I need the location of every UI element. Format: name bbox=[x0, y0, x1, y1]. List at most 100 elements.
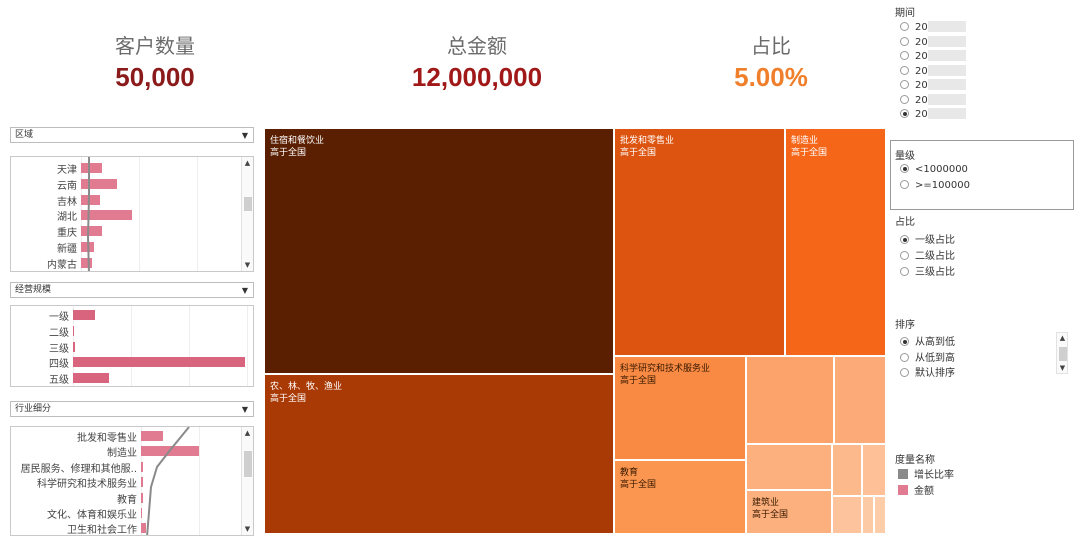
scroll-down-icon[interactable]: ▼ bbox=[244, 261, 251, 269]
list-item[interactable]: 文化、体育和娱乐业 bbox=[11, 505, 241, 521]
list-item[interactable]: 重庆 bbox=[11, 223, 241, 239]
radio-icon[interactable] bbox=[900, 368, 909, 377]
radio-option[interactable]: 默认排序 bbox=[900, 364, 955, 379]
radio-icon[interactable] bbox=[900, 337, 909, 346]
tile-unlabeled[interactable] bbox=[862, 496, 874, 534]
radio-icon[interactable] bbox=[900, 267, 909, 276]
radio-option[interactable]: 一级占比 bbox=[900, 231, 955, 246]
region-dropdown[interactable]: 区域 ▼ bbox=[10, 127, 254, 143]
list-item[interactable]: 五级 bbox=[11, 370, 241, 387]
list-item[interactable]: 内蒙古 bbox=[11, 255, 241, 271]
radio-option[interactable]: 二级占比 bbox=[900, 247, 955, 262]
list-item[interactable]: 吉林 bbox=[11, 192, 241, 208]
radio-icon[interactable] bbox=[900, 352, 909, 362]
tile-wholesale[interactable]: 批发和零售业 高于全国 bbox=[614, 128, 785, 356]
radio-icon[interactable] bbox=[900, 180, 909, 189]
magnitude-title: 量级 bbox=[895, 151, 915, 162]
list-item-label: 一级 bbox=[49, 312, 69, 323]
tile-unlabeled[interactable] bbox=[832, 496, 862, 534]
blurred-value bbox=[927, 35, 966, 47]
list-item[interactable]: 三级 bbox=[11, 339, 241, 355]
tile-agriculture[interactable]: 农、林、牧、渔业 高于全国 bbox=[264, 374, 614, 534]
radio-icon[interactable] bbox=[900, 22, 909, 31]
tile-science[interactable]: 科学研究和技术服务业 高于全国 bbox=[614, 356, 746, 460]
radio-icon[interactable] bbox=[900, 164, 909, 173]
radio-option[interactable]: 20 bbox=[900, 108, 966, 122]
list-item-label: 湖北 bbox=[57, 212, 77, 224]
list-item[interactable]: 教育 bbox=[11, 490, 241, 506]
radio-option[interactable]: 20 bbox=[900, 79, 966, 93]
radio-option[interactable]: 20 bbox=[900, 64, 966, 79]
list-item[interactable]: 一级 bbox=[11, 307, 241, 323]
radio-option[interactable]: 20 bbox=[900, 93, 966, 108]
tile-construction[interactable]: 建筑业 高于全国 bbox=[746, 490, 832, 534]
amount-bar bbox=[141, 461, 143, 472]
radio-icon[interactable] bbox=[900, 109, 909, 118]
tile-unlabeled[interactable] bbox=[746, 444, 832, 490]
list-item-label: 制造业 bbox=[107, 448, 137, 460]
magnitude-box bbox=[890, 140, 1074, 210]
radio-icon[interactable] bbox=[900, 65, 909, 75]
amount-bar bbox=[141, 431, 163, 441]
list-item[interactable]: 批发和零售业 bbox=[11, 428, 241, 444]
kpi-customers-value: 50,000 bbox=[115, 62, 195, 92]
scale-panel: 一级 二级 三级 四级五级 bbox=[10, 305, 254, 387]
industry-scrollbar[interactable]: ▲ ▼ bbox=[241, 427, 253, 535]
radio-icon[interactable] bbox=[900, 94, 909, 104]
scroll-thumb[interactable] bbox=[1059, 347, 1067, 361]
tile-education[interactable]: 教育 高于全国 bbox=[614, 460, 746, 534]
scroll-up-icon[interactable]: ▲ bbox=[244, 429, 251, 437]
radio-option[interactable]: 20 bbox=[900, 35, 966, 50]
scroll-up-icon[interactable]: ▲ bbox=[244, 159, 251, 167]
radio-icon[interactable] bbox=[900, 251, 909, 260]
radio-label: 20 bbox=[915, 51, 928, 62]
tile-manufacturing[interactable]: 制造业 高于全国 bbox=[785, 128, 886, 356]
radio-option[interactable]: 从高到低 bbox=[900, 333, 955, 348]
list-item[interactable]: 湖北 bbox=[11, 207, 241, 224]
radio-icon[interactable] bbox=[900, 36, 909, 46]
radio-option[interactable]: <1000000 bbox=[900, 164, 968, 178]
chevron-down-icon: ▼ bbox=[241, 131, 248, 140]
amount-bar bbox=[81, 163, 102, 173]
amount-bar bbox=[141, 508, 142, 518]
scroll-thumb[interactable] bbox=[244, 197, 252, 211]
list-item[interactable]: 天津 bbox=[11, 160, 241, 176]
scroll-down-icon[interactable]: ▼ bbox=[244, 525, 251, 533]
radio-label: 20 bbox=[915, 109, 928, 120]
radio-option[interactable]: 20 bbox=[900, 21, 966, 35]
tile-unlabeled[interactable] bbox=[746, 356, 834, 444]
tile-unlabeled[interactable] bbox=[834, 356, 886, 444]
scroll-up-icon[interactable]: ▲ bbox=[1059, 334, 1066, 342]
scroll-thumb[interactable] bbox=[244, 451, 252, 477]
industry-treemap: 住宿和餐饮业 高于全国 农、林、牧、渔业 高于全国 批发和零售业 高于全国 制造业 高于… bbox=[264, 128, 886, 534]
list-item-label: 五级 bbox=[49, 375, 69, 387]
list-item-label: 吉林 bbox=[57, 196, 77, 208]
sort-scrollbar[interactable]: ▲ ▼ bbox=[1056, 332, 1068, 374]
radio-icon[interactable] bbox=[900, 80, 909, 89]
tile-unlabeled[interactable] bbox=[874, 496, 886, 534]
list-item[interactable]: 居民服务、修理和其他服.. bbox=[11, 459, 241, 475]
list-item[interactable]: 四级 bbox=[11, 354, 245, 370]
region-scrollbar[interactable]: ▲ ▼ bbox=[241, 157, 253, 271]
radio-option[interactable]: >=100000 bbox=[900, 180, 970, 194]
tile-label: 科学研究和技术服务业 高于全国 bbox=[620, 364, 711, 386]
radio-option[interactable]: 从低到高 bbox=[900, 349, 955, 364]
scroll-down-icon[interactable]: ▼ bbox=[1059, 364, 1066, 372]
list-item[interactable]: 科学研究和技术服务业 bbox=[11, 474, 241, 490]
radio-option[interactable]: 20 bbox=[900, 50, 966, 64]
list-item[interactable]: 卫生和社会工作 bbox=[11, 520, 241, 535]
tile-unlabeled[interactable] bbox=[832, 444, 862, 496]
list-item-label: 云南 bbox=[57, 180, 77, 192]
radio-icon[interactable] bbox=[900, 235, 909, 244]
tile-label: 农、林、牧、渔业 高于全国 bbox=[270, 382, 343, 404]
radio-option[interactable]: 三级占比 bbox=[900, 263, 955, 278]
gridline bbox=[189, 306, 190, 386]
industry-dropdown[interactable]: 行业细分 ▼ bbox=[10, 401, 254, 417]
list-item[interactable]: 二级 bbox=[11, 323, 241, 339]
radio-icon[interactable] bbox=[900, 51, 909, 60]
tile-accommodation[interactable]: 住宿和餐饮业 高于全国 bbox=[264, 128, 614, 374]
list-item[interactable]: 云南 bbox=[11, 176, 241, 192]
tile-unlabeled[interactable] bbox=[862, 444, 886, 496]
gridline bbox=[139, 157, 140, 271]
scale-dropdown[interactable]: 经营规模 ▼ bbox=[10, 282, 254, 298]
